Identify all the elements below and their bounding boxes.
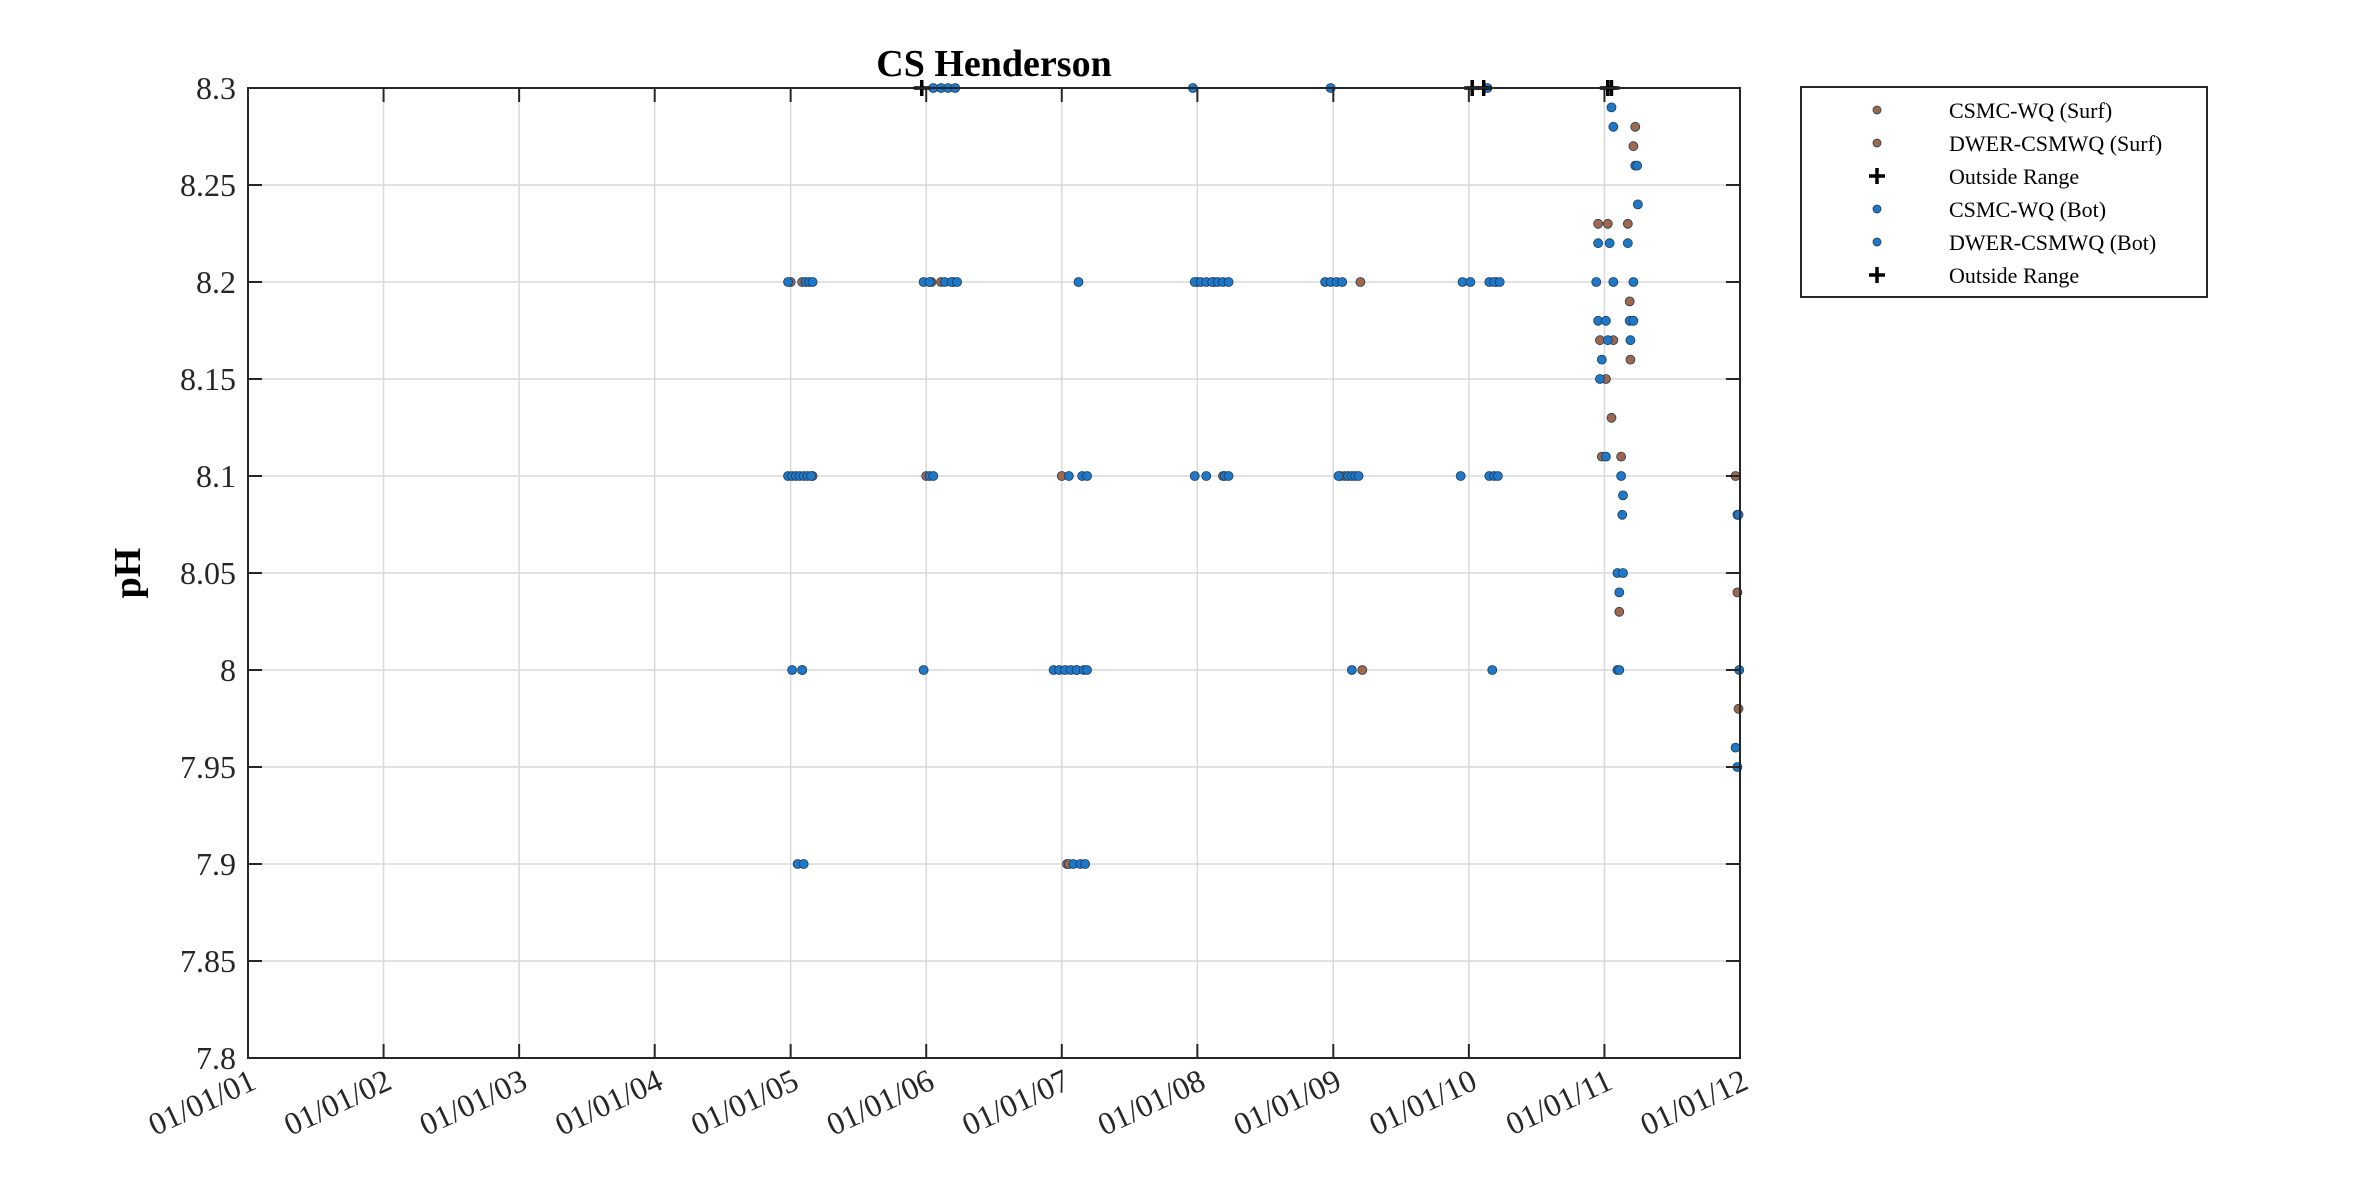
data-point — [1606, 412, 1617, 423]
data-point — [1082, 665, 1092, 675]
data-point — [1082, 471, 1092, 481]
data-point — [1622, 218, 1633, 229]
legend-marker-dot — [1872, 237, 1882, 247]
data-point — [1333, 471, 1344, 481]
data-point — [1189, 471, 1200, 481]
data-point — [783, 277, 793, 287]
data-point — [1596, 354, 1607, 365]
data-point — [1730, 742, 1741, 753]
data-point — [1593, 218, 1604, 229]
data-point — [1618, 568, 1628, 578]
data-point — [1487, 665, 1498, 675]
data-point — [1628, 141, 1639, 152]
data-point — [1733, 509, 1744, 520]
data-point — [1601, 451, 1611, 462]
data-point — [918, 665, 929, 675]
y-tick-label: 7.85 — [180, 943, 236, 979]
data-point — [1353, 471, 1364, 481]
y-tick-labels: 7.8 7.85 7.9 7.95 8 8.05 8.1 8.15 8.2 8.25 8.3 — [180, 70, 236, 1076]
data-point — [1630, 121, 1641, 132]
legend-entry-label: CSMC-WQ (Bot) — [1949, 197, 2106, 222]
y-tick-label: 7.8 — [196, 1040, 236, 1076]
legend-entry-label: Outside Range — [1949, 164, 2079, 189]
data-point — [1616, 451, 1627, 462]
data-point — [797, 665, 808, 675]
data-point — [1465, 277, 1476, 287]
data-point — [807, 277, 818, 287]
data-point — [924, 277, 935, 287]
data-point — [1494, 277, 1505, 287]
data-point — [1591, 277, 1602, 287]
legend-marker-dot — [1872, 204, 1882, 214]
data-point — [1602, 218, 1613, 229]
data-point — [787, 665, 798, 675]
data-point — [1601, 315, 1611, 326]
data-point — [1614, 665, 1625, 675]
data-point — [1622, 238, 1633, 249]
data-point — [1604, 238, 1615, 249]
data-point — [928, 471, 939, 481]
legend: CSMC-WQ (Surf) DWER-CSMWQ (Surf) Outside R… — [1800, 86, 2208, 298]
series-group — [783, 83, 1745, 869]
series-layer — [783, 80, 1745, 869]
data-point — [1080, 859, 1091, 869]
y-tick-label: 8 — [220, 652, 236, 688]
y-tick-label: 7.95 — [180, 749, 236, 785]
data-point — [1616, 471, 1627, 481]
data-point — [1608, 121, 1619, 132]
data-point — [1614, 587, 1625, 598]
y-tick-label: 8.1 — [196, 458, 236, 494]
data-point — [1337, 277, 1348, 287]
data-point — [1617, 509, 1628, 520]
data-point — [1346, 665, 1357, 675]
data-point — [1632, 160, 1643, 171]
y-tick-label: 8.2 — [196, 264, 236, 300]
data-point — [1614, 606, 1625, 617]
y-tick-label: 8.05 — [180, 555, 236, 591]
legend-entry-label: DWER-CSMWQ (Surf) — [1949, 131, 2162, 156]
data-point — [1455, 471, 1466, 481]
data-point — [806, 471, 816, 481]
data-point — [1201, 471, 1212, 481]
data-point — [1355, 277, 1366, 287]
axis-ticks — [247, 87, 1741, 1059]
data-point — [1595, 374, 1605, 384]
data-point — [1063, 471, 1074, 481]
data-point — [1618, 490, 1628, 501]
legend-marker-dot — [1872, 138, 1882, 148]
legend-box — [1800, 86, 2208, 298]
legend-entry-label: DWER-CSMWQ (Bot) — [1949, 230, 2156, 255]
chart-title: CS Henderson — [876, 43, 1111, 85]
y-tick-label: 8.15 — [180, 361, 236, 397]
data-point — [1628, 277, 1639, 287]
y-tick-label: 8.3 — [196, 70, 236, 106]
legend-entry-label: Outside Range — [1949, 263, 2079, 288]
y-tick-label: 8.25 — [180, 167, 236, 203]
legend-entry-label: CSMC-WQ (Surf) — [1949, 98, 2112, 123]
data-point — [1608, 277, 1619, 287]
legend-marker-dot — [1872, 105, 1882, 115]
data-point — [1593, 238, 1604, 249]
data-point — [1624, 296, 1635, 307]
data-point — [1733, 703, 1744, 714]
data-point — [1223, 471, 1234, 481]
data-point — [1073, 277, 1084, 287]
y-axis-label: pH — [107, 548, 149, 599]
series-group — [1333, 277, 1619, 481]
y-tick-label: 7.9 — [196, 846, 236, 882]
data-point — [1625, 354, 1636, 365]
data-point — [952, 277, 962, 287]
data-point — [1602, 335, 1613, 346]
data-point — [798, 859, 809, 869]
data-point — [1632, 199, 1643, 210]
data-point — [1625, 335, 1636, 346]
data-point — [1223, 277, 1234, 287]
data-point — [1357, 665, 1368, 675]
data-point — [1606, 102, 1617, 113]
data-point — [1492, 471, 1503, 481]
data-point — [1628, 315, 1639, 326]
